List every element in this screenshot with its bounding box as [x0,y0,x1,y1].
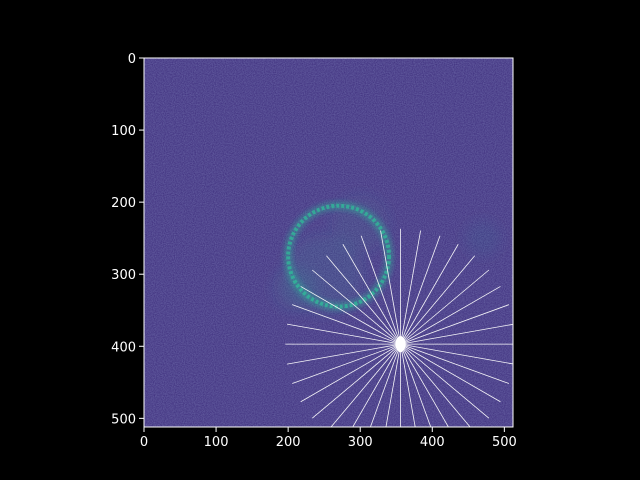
radial-line [330,343,401,427]
x-axis: 0 100 200 300 400 500 [140,427,517,450]
radial-line [400,244,459,345]
radial-line [400,344,416,427]
radial-line [400,343,510,384]
plot-area [144,58,513,427]
radial-line [400,343,501,403]
x-tick-label: 400 [420,435,445,450]
y-tick-label: 400 [111,340,136,355]
radial-line [400,323,513,345]
radial-line [360,235,401,345]
x-tick-label: 200 [276,435,301,450]
y-tick-label: 100 [111,124,136,139]
radial-line [400,255,475,345]
radial-line [400,269,490,345]
y-tick-label: 300 [111,268,136,283]
radial-line [342,244,401,345]
ray-center-marker [395,336,406,353]
radial-line [286,323,401,345]
radial-lines [285,228,513,427]
x-tick-label: 100 [204,435,229,450]
y-tick-label: 0 [128,52,136,67]
radial-line [400,286,501,345]
axes-frame [143,57,514,428]
radial-line [326,255,401,345]
radial-line [311,343,401,419]
x-tick-label: 500 [492,435,517,450]
radial-line [369,343,401,427]
radial-line [400,343,432,427]
x-tick-label: 300 [348,435,373,450]
y-tick-label: 500 [111,412,136,427]
radial-line [400,343,490,419]
ring-outline [286,203,392,309]
radial-line [400,343,513,365]
radial-line [352,343,401,427]
radial-line [385,344,401,427]
radial-line [380,230,401,345]
radial-line [311,269,401,345]
radial-line [400,235,441,345]
x-tick-label: 0 [140,435,148,450]
radial-line [292,343,401,384]
radial-line [400,304,510,345]
y-axis: 0 100 200 300 400 500 [111,52,144,427]
radial-line [400,230,421,345]
fluorescent-ring [283,201,394,312]
diffuse-blob [464,220,501,257]
radial-line [400,343,471,427]
radial-line [300,286,401,345]
radial-line [400,343,449,427]
radial-line [286,343,401,365]
radial-line [292,304,401,345]
radial-line [300,343,401,403]
y-tick-label: 200 [111,196,136,211]
